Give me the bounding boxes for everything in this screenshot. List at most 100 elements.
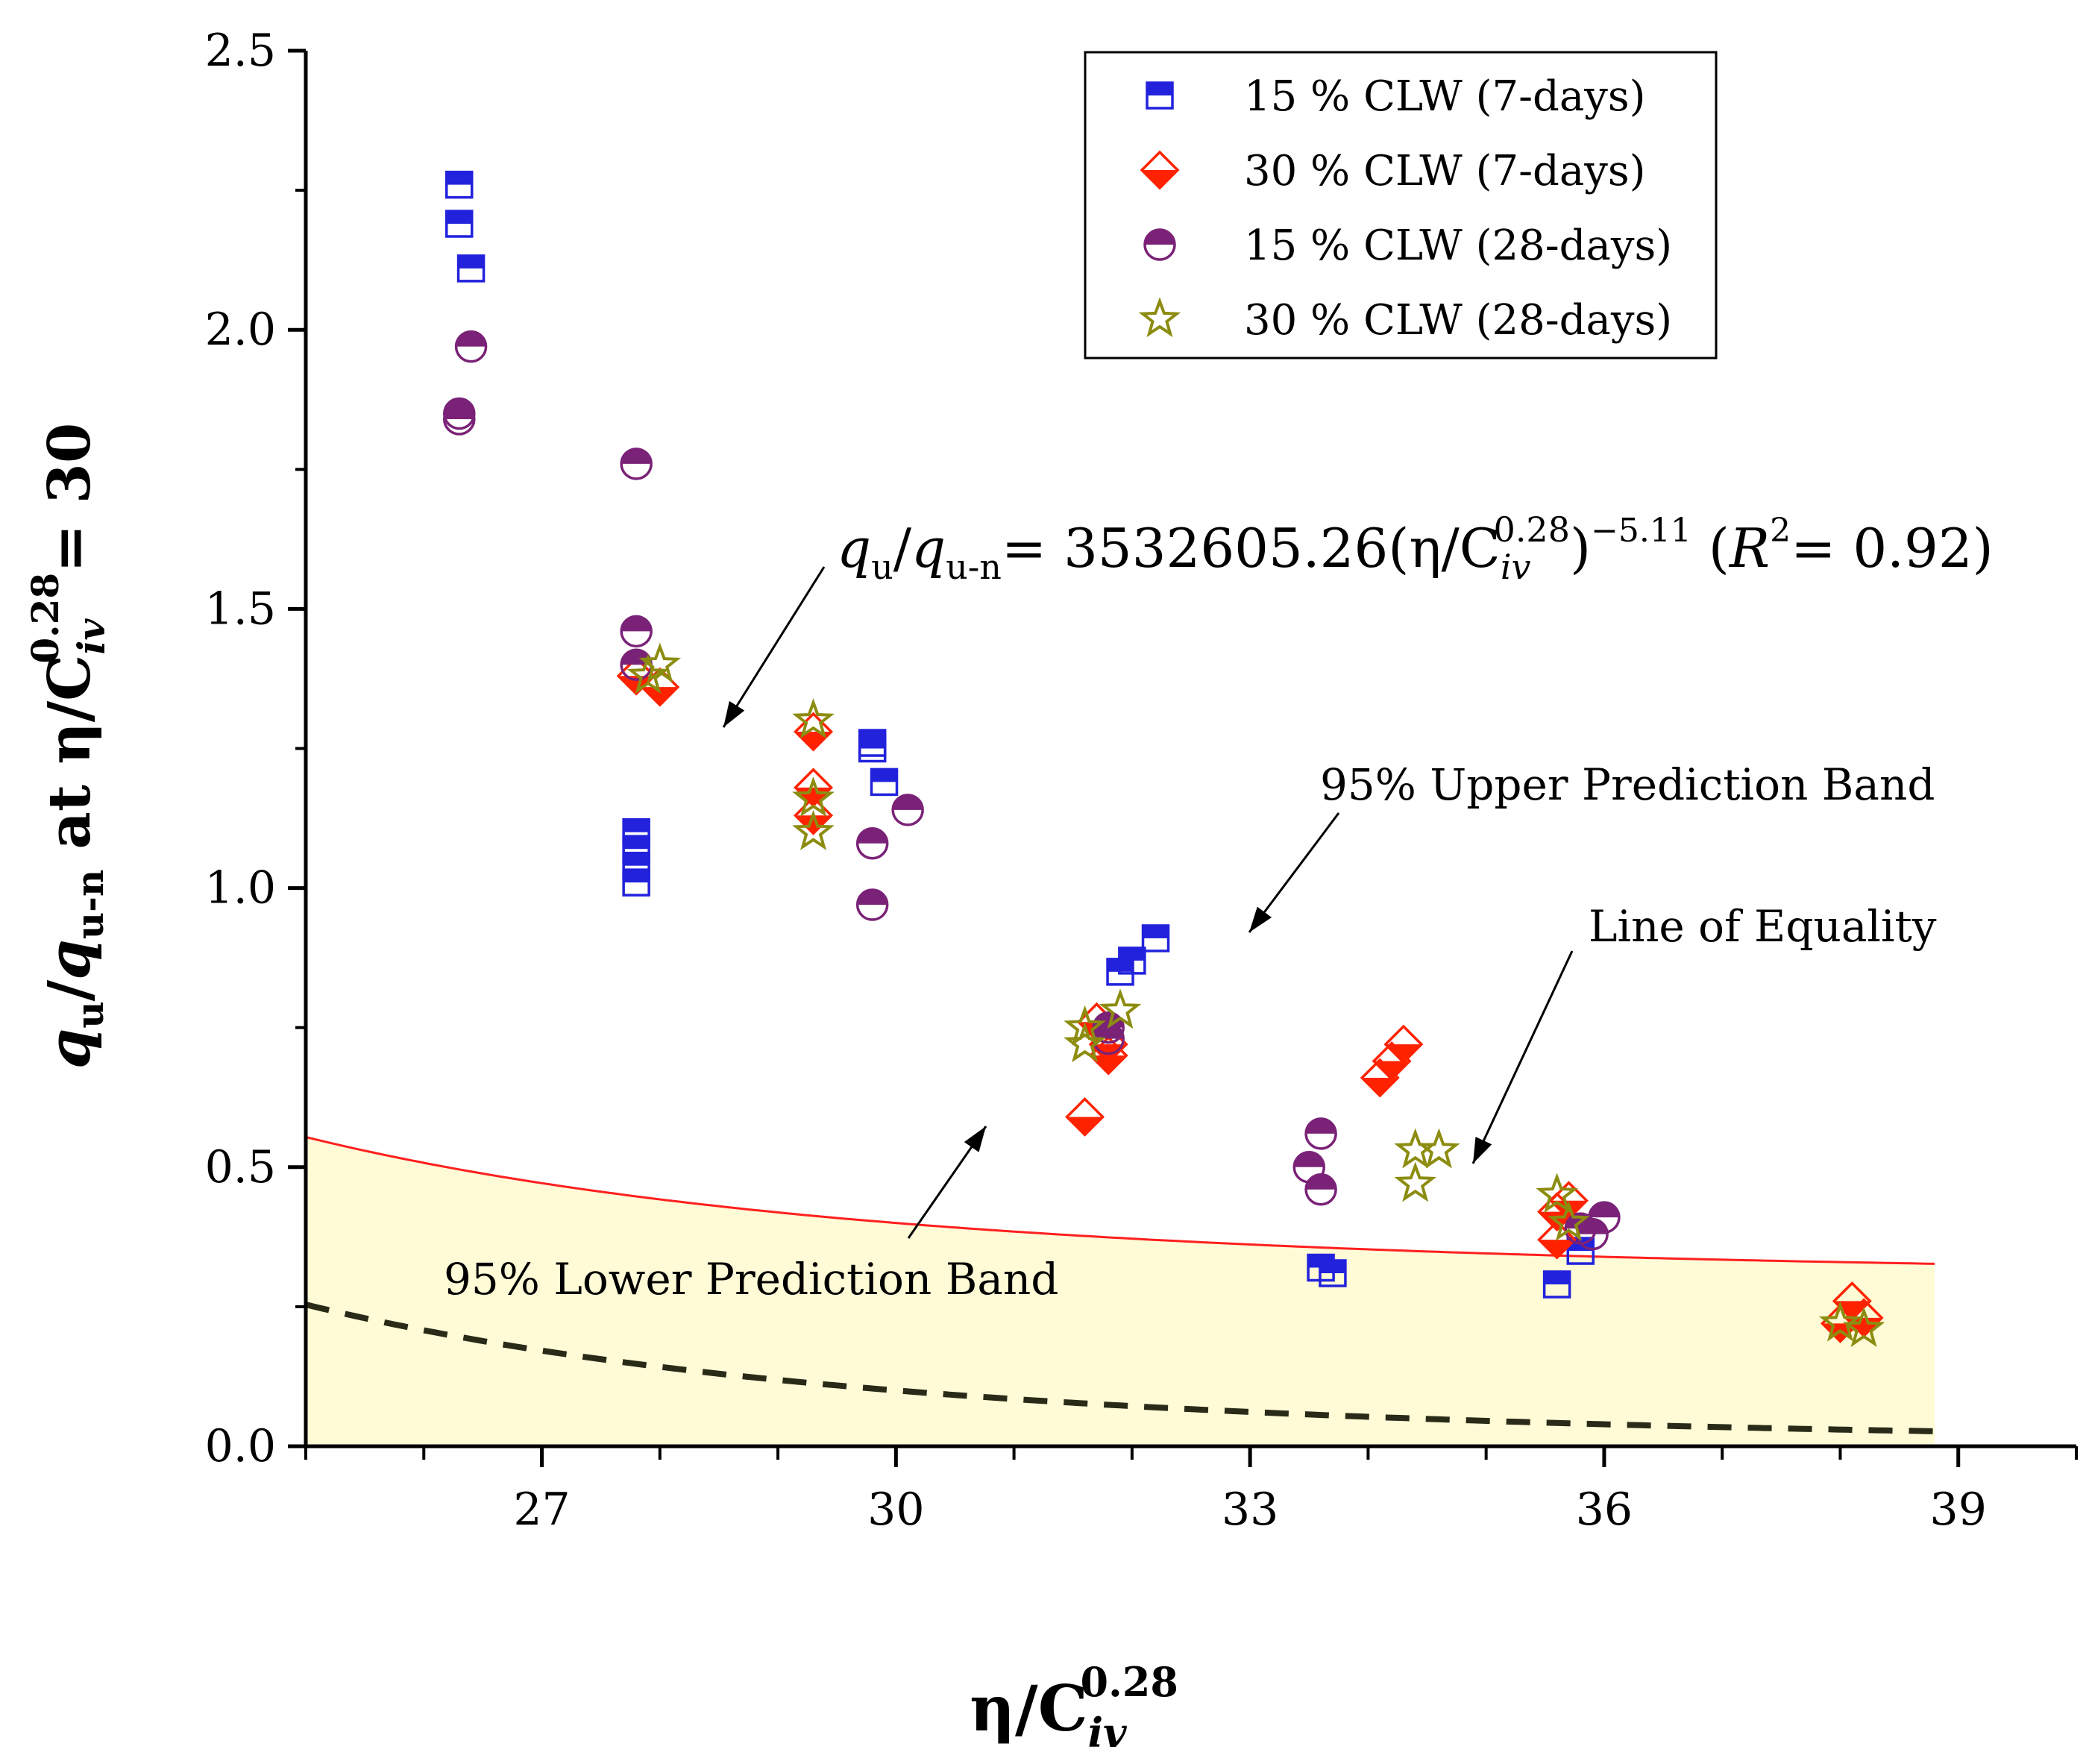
series-2-point [1537,1220,1577,1260]
x-tick-label: 33 [1222,1484,1278,1536]
marker-fill [1143,925,1169,938]
y-tick-label: 0.0 [205,1420,276,1472]
series-4-point [1548,1200,1590,1241]
axes: 0.0 0.5 1.0 1.5 2.0 2.5 27 30 33 36 39 [205,25,2078,1536]
marker-outline [1118,947,1146,975]
series-2-point [794,795,834,835]
marker-outline [620,448,653,480]
marker-outline [1548,1200,1590,1241]
marker-outline [620,615,653,648]
y-tick-label: 2.5 [205,25,276,77]
marker-outline [855,826,889,860]
legend-marker-1 [1146,81,1174,110]
series-4-point [1064,1022,1106,1063]
series-3-point [1304,1117,1337,1150]
series-1-point [1141,924,1170,952]
marker-fill [857,828,888,844]
upper-band-arrow [1248,812,1340,933]
line-of-equality-curve [306,1302,1935,1434]
marker-outline [1099,988,1142,1029]
marker-fill [857,890,888,905]
series-4-point [1099,988,1142,1029]
marker-outline [1064,1005,1106,1046]
fit-equation: qu/qu-n= 3532605.26(η/Civ0.28)−5.11 (R2=… [837,509,1994,587]
series-4-point [792,698,835,739]
marker-outline [1143,228,1176,261]
series-3-point [454,330,488,363]
series-1-point [1542,1270,1571,1299]
x-tick-label: 30 [867,1484,924,1536]
series-3-point [442,403,476,436]
prediction-band-fill [306,1137,1935,1446]
marker-fill [893,794,923,810]
series-2-point [1065,1096,1105,1137]
marker-outline [1138,297,1181,338]
legend-box [1084,51,1718,360]
y-tick-label: 1.0 [205,862,276,914]
equality-arrow [1471,950,1574,1164]
marker-outline [638,642,682,683]
series-3-point [620,448,653,480]
marker-fill [1145,230,1175,245]
marker-fill [1319,1260,1345,1273]
marker-fill [623,819,650,832]
series-4-point [792,776,835,817]
marker-outline [1383,1024,1424,1064]
marker-fill [1147,83,1172,95]
marker-fill [795,732,832,750]
series-1-point [1118,947,1146,975]
marker-fill [1539,1240,1575,1258]
marker-outline [626,653,670,694]
legend-label-3: 15 % CLW (28-days) [1244,222,1672,270]
marker-outline [1065,1096,1105,1137]
upper-prediction-band-curve [306,1136,1935,1265]
marker-fill [1385,1044,1422,1063]
marker-outline [1417,1128,1460,1169]
arrow-shaft [722,566,826,728]
marker-fill [618,676,655,694]
marker-fill [623,853,650,866]
marker-fill [1589,1202,1619,1218]
marker-fill [795,815,832,834]
marker-outline [454,330,488,363]
marker-outline [444,210,474,238]
lower-band-arrow [907,1126,987,1239]
marker-outline [794,795,834,835]
marker-fill [456,331,486,347]
series-3-point [855,888,889,921]
y-axis-title: qu/qu-n at η/Civ0.28= 30 [23,423,113,1069]
marker-outline [1304,1173,1337,1206]
legend-label-4: 30 % CLW (28-days) [1244,296,1672,345]
arrow-head [964,1126,986,1152]
marker-fill [621,448,652,464]
marker-outline [792,698,835,739]
prediction-band-area [306,1136,1935,1446]
marker-outline [855,888,889,921]
arrow-head [1249,906,1272,932]
marker-outline [616,656,656,696]
series-1-point [858,734,887,763]
marker-outline [442,403,476,436]
series-2-point [1383,1024,1424,1064]
series-4-point [1417,1128,1460,1169]
marker-outline [1537,1220,1577,1260]
marker-outline [1819,1301,1862,1342]
series-4-point [638,642,682,683]
marker-outline [870,768,899,797]
series-4-point [792,810,835,850]
marker-outline [794,712,834,752]
arrow-shaft [1471,950,1574,1164]
equation-arrow [722,566,826,728]
series-3-point [1304,1173,1337,1206]
series-4-point [626,653,670,694]
series-4-point [1064,1005,1106,1046]
series-4-point [1394,1161,1437,1202]
marker-outline [891,794,924,826]
data-points [442,170,1885,1347]
x-tick-label: 39 [1930,1484,1987,1536]
marker-fill [446,172,472,185]
legend: 15 % CLW (7-days) 30 % CLW (7-days) 15 %… [1084,51,1718,360]
marker-outline [792,810,835,850]
series-3-point [620,615,653,648]
